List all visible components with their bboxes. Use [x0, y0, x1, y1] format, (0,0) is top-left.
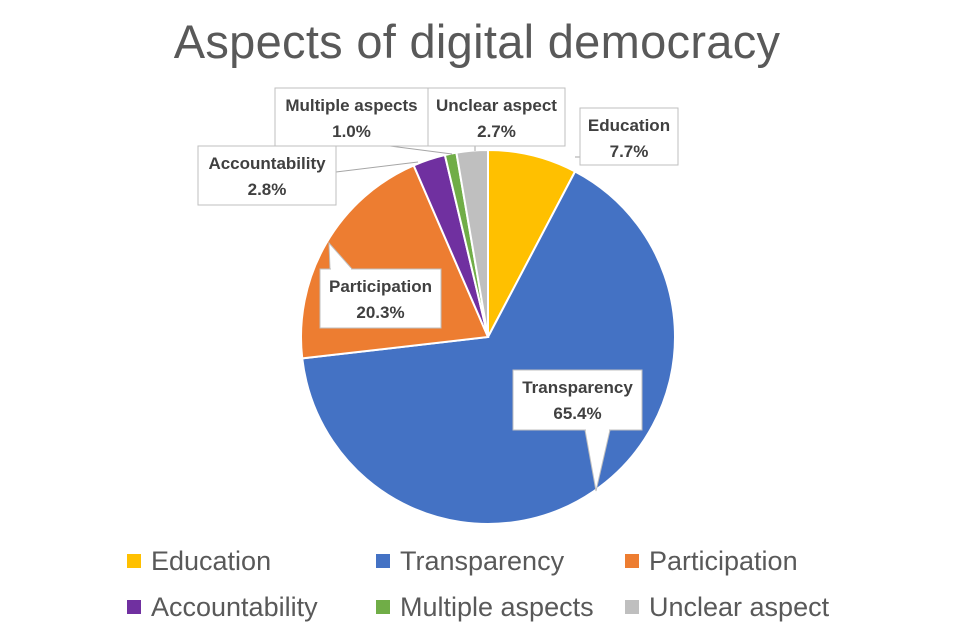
leader-line [389, 145, 453, 155]
data-label-value-unclear-aspect: 2.7% [477, 122, 516, 141]
legend-swatch [625, 600, 639, 614]
data-label-box-accountability [197, 145, 337, 206]
legend-swatch [376, 554, 390, 568]
legend-label: Education [151, 545, 272, 576]
legend-swatch [376, 600, 390, 614]
legend-swatch [127, 554, 141, 568]
data-label-value-transparency: 65.4% [553, 404, 601, 423]
pie-slice-unclear-aspect [455, 148, 489, 338]
data-label-box-multiple-aspects [274, 87, 429, 147]
data-label-value-accountability: 2.8% [248, 180, 287, 199]
leader-line [335, 161, 419, 173]
data-label-name-participation: Participation [329, 277, 432, 296]
legend-swatch [127, 600, 141, 614]
legend-row-1: Education Transparency Participation [0, 544, 954, 578]
legend-swatch [625, 554, 639, 568]
pie-slice-transparency [301, 170, 676, 525]
legend-item-participation: Participation [625, 544, 798, 578]
legend-item-transparency: Transparency [376, 544, 564, 578]
data-label-box-unclear-aspect [427, 87, 566, 147]
data-label-value-education: 7.7% [610, 142, 649, 161]
data-label-value-multiple-aspects: 1.0% [332, 122, 371, 141]
data-label-name-accountability: Accountability [208, 154, 326, 173]
legend-item-accountability: Accountability [127, 590, 318, 624]
legend-label: Transparency [400, 545, 565, 576]
data-label-name-unclear-aspect: Unclear aspect [436, 96, 557, 115]
legend-item-multiple-aspects: Multiple aspects [376, 590, 594, 624]
data-label-box-education [579, 107, 679, 166]
legend-row-2: Accountability Multiple aspects Unclear … [0, 590, 954, 624]
legend-label: Multiple aspects [400, 591, 594, 622]
legend-label: Accountability [151, 591, 318, 622]
data-label-name-transparency: Transparency [522, 378, 633, 397]
legend-label: Unclear aspect [649, 591, 830, 622]
data-label-name-multiple-aspects: Multiple aspects [285, 96, 417, 115]
chart-title: Aspects of digital democracy [173, 15, 781, 68]
legend-item-education: Education [127, 544, 271, 578]
data-label-box-transparency [512, 369, 643, 431]
legend-item-unclear-aspect: Unclear aspect [625, 590, 829, 624]
legend-label: Participation [649, 545, 798, 576]
data-label-value-participation: 20.3% [356, 303, 404, 322]
data-label-name-education: Education [588, 116, 670, 135]
data-label-box-participation [319, 268, 442, 329]
